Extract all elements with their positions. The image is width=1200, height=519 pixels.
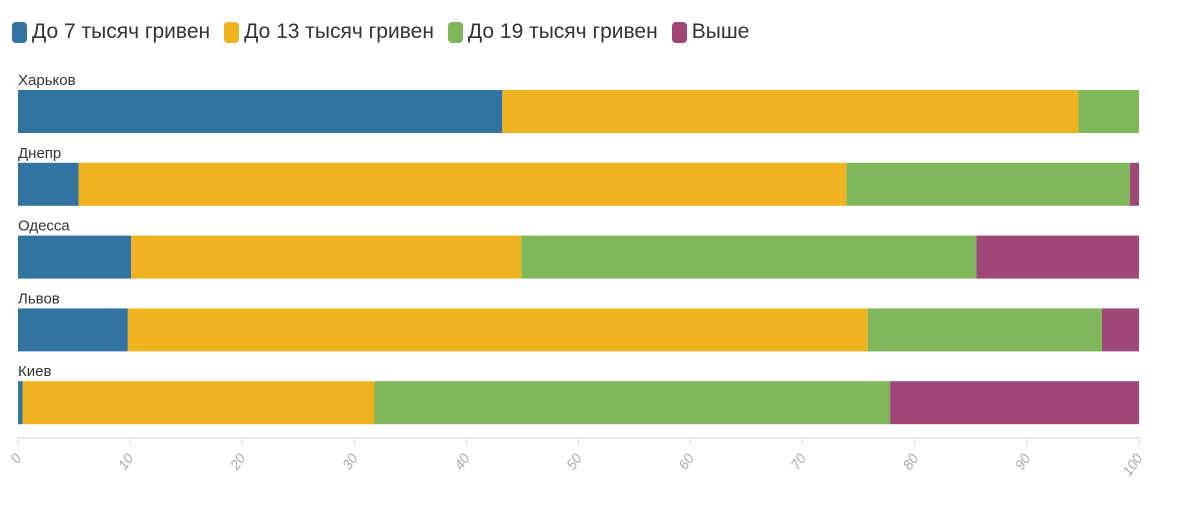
legend-label: До 13 тысяч гривен bbox=[244, 20, 434, 43]
x-tick-label: 20 bbox=[226, 450, 249, 473]
legend: До 7 тысяч гривен До 13 тысяч гривен До 19… bbox=[12, 20, 749, 44]
legend-item[interactable]: Выше bbox=[671, 20, 750, 44]
category-label: Днепр bbox=[18, 145, 61, 162]
x-tick-label: 70 bbox=[787, 450, 809, 472]
x-tick-label: 30 bbox=[339, 450, 361, 472]
bar-segment bbox=[890, 381, 1139, 425]
bar-segment bbox=[374, 381, 891, 425]
category-label: Одесса bbox=[18, 218, 70, 235]
legend-swatch bbox=[671, 21, 687, 43]
legend-label: До 7 тысяч гривен bbox=[32, 20, 211, 43]
category-label: Львов bbox=[18, 290, 60, 307]
legend-item[interactable]: До 7 тысяч гривен bbox=[12, 20, 210, 44]
category-label: Харьков bbox=[18, 72, 76, 89]
bar-segment bbox=[1078, 90, 1139, 133]
bar-segment bbox=[127, 308, 868, 352]
bar-segment bbox=[18, 381, 23, 425]
bar-segment bbox=[867, 308, 1103, 352]
bar-segment bbox=[78, 162, 847, 206]
x-tick-label: 0 bbox=[7, 450, 25, 466]
bar-segment bbox=[18, 162, 79, 206]
legend-label: Выше bbox=[691, 20, 750, 43]
legend-swatch bbox=[447, 21, 463, 43]
x-tick-label: 80 bbox=[899, 450, 921, 472]
bar-segment bbox=[22, 381, 375, 425]
x-tick-label: 50 bbox=[563, 450, 585, 472]
x-tick-label: 60 bbox=[675, 450, 697, 472]
x-tick-label: 100 bbox=[1119, 450, 1146, 478]
bar-segment bbox=[502, 90, 1079, 133]
bar-segment bbox=[846, 162, 1131, 206]
legend-item[interactable]: До 19 тысяч гривен bbox=[447, 20, 658, 44]
bar-segment bbox=[976, 235, 1139, 279]
legend-swatch bbox=[12, 21, 27, 43]
bar-segment bbox=[521, 235, 977, 279]
legend-label: До 19 тысяч гривен bbox=[467, 20, 658, 43]
bar-segment bbox=[18, 235, 132, 279]
bar-segment bbox=[18, 90, 503, 133]
bar-segment bbox=[1130, 162, 1139, 206]
bar-segment bbox=[1102, 308, 1139, 352]
bar-segment bbox=[131, 235, 522, 279]
category-label: Киев bbox=[18, 363, 51, 380]
bar-segment bbox=[18, 308, 128, 352]
x-tick-label: 10 bbox=[115, 450, 137, 472]
x-tick-label: 40 bbox=[451, 450, 473, 472]
legend-swatch bbox=[224, 21, 240, 43]
legend-item[interactable]: До 13 тысяч гривен bbox=[224, 20, 434, 44]
x-tick-label: 90 bbox=[1011, 450, 1033, 472]
